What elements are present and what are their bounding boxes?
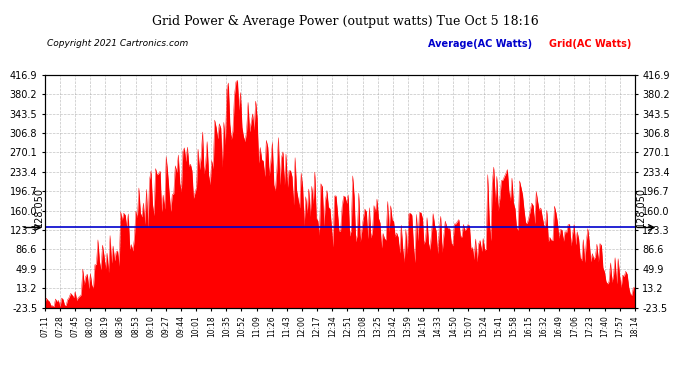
- Text: Grid Power & Average Power (output watts) Tue Oct 5 18:16: Grid Power & Average Power (output watts…: [152, 15, 538, 28]
- Text: 128.050: 128.050: [34, 188, 44, 228]
- Text: Average(AC Watts): Average(AC Watts): [428, 39, 532, 50]
- Text: Grid(AC Watts): Grid(AC Watts): [549, 39, 631, 50]
- Text: Copyright 2021 Cartronics.com: Copyright 2021 Cartronics.com: [47, 39, 188, 48]
- Text: 128.050: 128.050: [635, 188, 646, 228]
